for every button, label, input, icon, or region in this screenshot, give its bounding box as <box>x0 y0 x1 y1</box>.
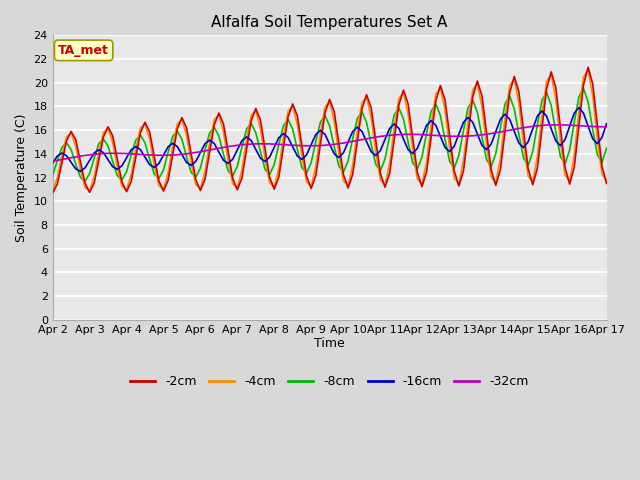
Text: TA_met: TA_met <box>58 44 109 57</box>
Title: Alfalfa Soil Temperatures Set A: Alfalfa Soil Temperatures Set A <box>211 15 448 30</box>
Y-axis label: Soil Temperature (C): Soil Temperature (C) <box>15 113 28 242</box>
Legend: -2cm, -4cm, -8cm, -16cm, -32cm: -2cm, -4cm, -8cm, -16cm, -32cm <box>125 370 534 393</box>
X-axis label: Time: Time <box>314 337 345 350</box>
